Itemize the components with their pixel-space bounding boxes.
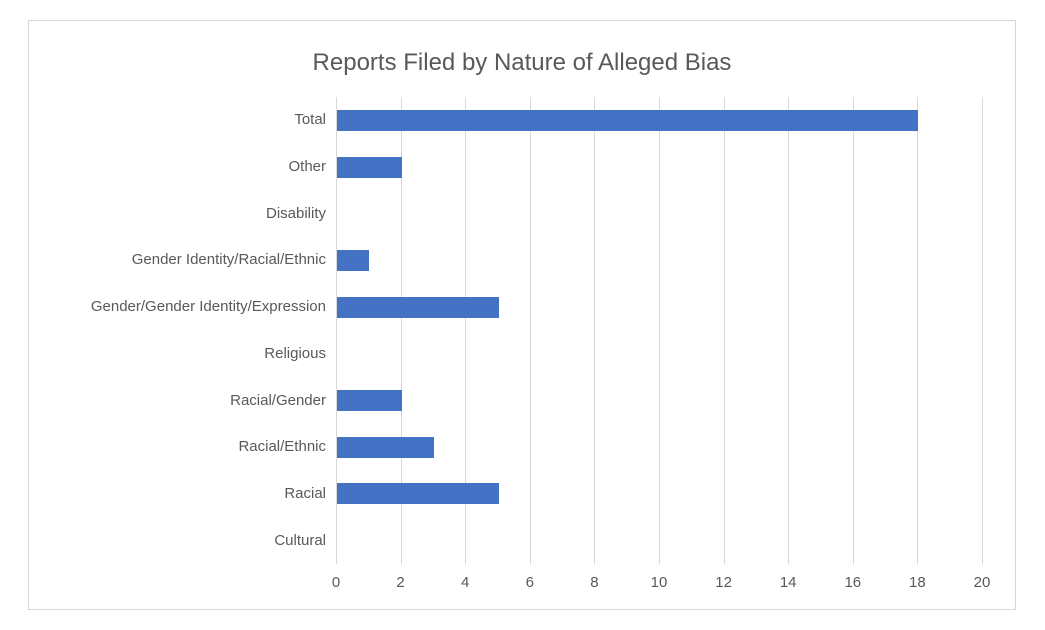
chart-frame: Reports Filed by Nature of Alleged Bias … [28, 20, 1016, 610]
x-axis-tick-label: 18 [909, 574, 926, 591]
gridline [723, 97, 725, 564]
x-axis-tick-label: 8 [590, 574, 599, 591]
gridline [529, 97, 531, 564]
category-label: Total [294, 111, 326, 129]
bar [337, 156, 402, 178]
category-label: Religious [264, 344, 326, 362]
x-axis-tick-label: 16 [844, 574, 862, 591]
category-label: Gender/Gender Identity/Expression [90, 298, 326, 316]
x-axis-tick-label: 6 [525, 574, 534, 591]
gridline [852, 97, 854, 564]
gridline [659, 97, 660, 564]
x-axis-tick-label: 14 [779, 574, 797, 591]
x-axis-tick-label: 4 [461, 574, 470, 591]
bar [337, 249, 370, 271]
gridline [594, 97, 596, 564]
x-axis-tick-label: 10 [650, 574, 668, 591]
gridline [917, 97, 919, 564]
category-label: Racial/Gender [230, 391, 326, 409]
bar [337, 296, 499, 318]
gridline [400, 97, 402, 564]
bar [337, 109, 919, 131]
gridline [465, 97, 467, 564]
gridline [788, 97, 790, 564]
category-label: Gender Identity/Racial/Ethnic [131, 251, 326, 269]
chart-title: Reports Filed by Nature of Alleged Bias [312, 49, 732, 76]
x-axis-tick-label: 20 [973, 574, 991, 591]
gridline [336, 97, 337, 564]
bar [337, 436, 434, 458]
category-label: Disability [265, 204, 326, 222]
x-axis-tick-label: 0 [331, 574, 341, 591]
gridline [982, 97, 983, 564]
bar [337, 483, 499, 505]
category-label: Other [288, 158, 326, 176]
bar [337, 390, 402, 412]
x-axis-tick-label: 12 [715, 574, 732, 591]
x-axis-tick-label: 2 [396, 574, 405, 591]
category-label: Racial [284, 484, 326, 502]
category-label: Cultural [274, 531, 326, 549]
category-label: Racial/Ethnic [238, 438, 326, 456]
